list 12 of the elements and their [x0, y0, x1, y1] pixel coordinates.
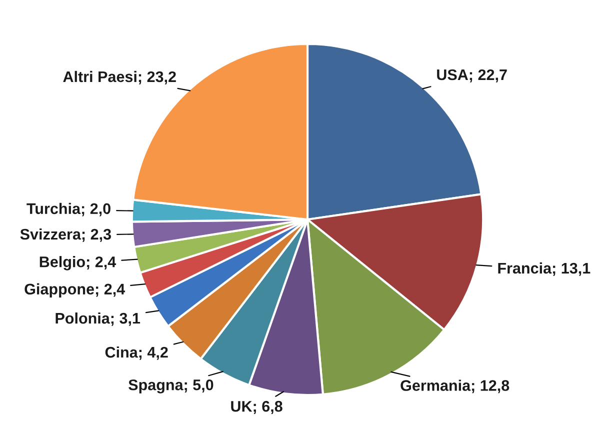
slice-label: UK; 6,8: [231, 400, 282, 414]
slice-label: Cina; 4,2: [105, 346, 168, 360]
slice-label: Turchia; 2,0: [26, 202, 110, 216]
slice-label: Svizzera; 2,3: [20, 228, 111, 242]
slice-label: Germania; 12,8: [400, 380, 510, 394]
slice-label: USA; 22,7: [437, 69, 507, 82]
slice-label: Belgio; 2,4: [40, 256, 116, 270]
slice-label: Spagna; 5,0: [128, 379, 214, 394]
slice-label: Francia; 13,1: [498, 262, 590, 276]
slice-label: Altri Paesi; 23,2: [63, 70, 176, 84]
slice-label: Giappone; 2,4: [24, 283, 126, 298]
slice-label: Polonia; 3,1: [56, 312, 140, 326]
